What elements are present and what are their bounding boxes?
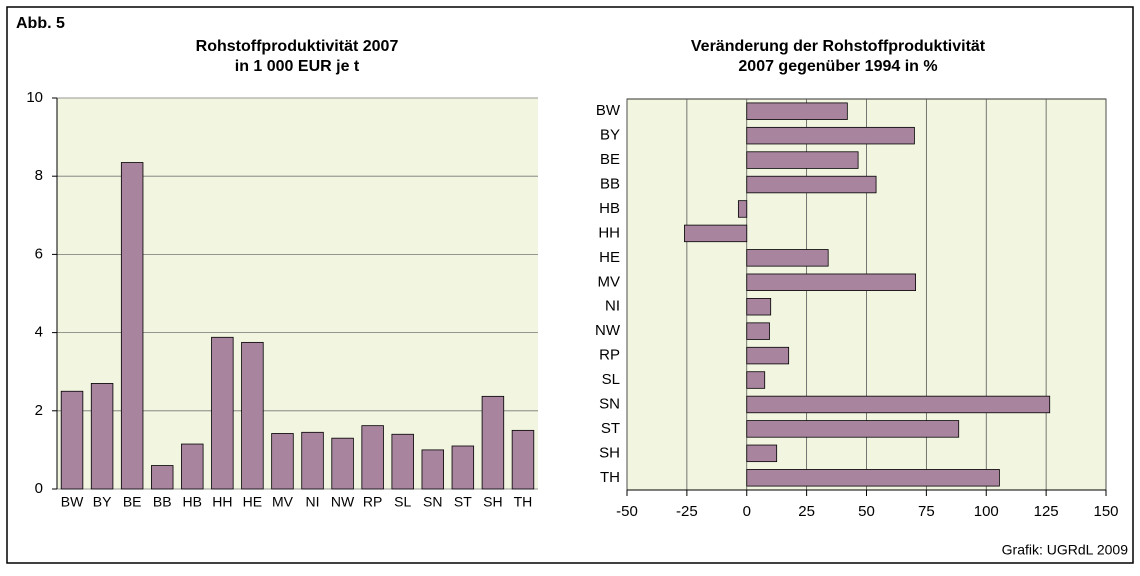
bar xyxy=(451,445,475,490)
y-tick-label: SL xyxy=(602,371,620,388)
x-tick-label: BB xyxy=(153,494,172,510)
x-tick-label: SN xyxy=(423,494,442,510)
y-tick-label: NW xyxy=(595,322,621,339)
y-tick-label: NI xyxy=(605,298,620,315)
chart-title: Veränderung der Rohstoffproduktivität xyxy=(691,38,986,55)
bar xyxy=(181,443,204,490)
bar xyxy=(211,336,234,490)
y-tick-label: TH xyxy=(600,469,620,486)
y-tick-label: HB xyxy=(599,200,620,217)
x-tick-label: BE xyxy=(123,494,142,510)
bar xyxy=(746,298,772,316)
bar xyxy=(271,433,294,490)
x-tick-label: HB xyxy=(183,494,202,510)
bar xyxy=(120,162,144,490)
x-tick-label: NI xyxy=(306,494,320,510)
chart-title: 2007 gegenüber 1994 in % xyxy=(738,58,937,75)
x-tick-label: 50 xyxy=(858,503,875,520)
y-tick-label: 4 xyxy=(35,324,43,341)
bar xyxy=(90,383,114,490)
x-tick-label: ST xyxy=(454,494,472,510)
bar xyxy=(746,249,829,267)
y-tick-label: MV xyxy=(598,273,621,290)
bar xyxy=(331,437,354,490)
x-tick-label: 150 xyxy=(1093,503,1118,520)
x-tick-label: BY xyxy=(93,494,112,510)
y-tick-label: SH xyxy=(599,444,620,461)
bar xyxy=(746,151,859,169)
y-tick-label: SN xyxy=(599,395,620,412)
bar xyxy=(511,429,535,490)
source: Grafik: UGRdL 2009 xyxy=(1002,542,1129,558)
x-tick-label: 25 xyxy=(798,503,815,520)
y-tick-label: 6 xyxy=(35,245,43,262)
y-tick-label: 2 xyxy=(35,402,43,419)
x-tick-label: MV xyxy=(272,494,294,510)
bar xyxy=(746,126,915,145)
y-tick-label: BY xyxy=(600,127,620,144)
bar xyxy=(746,322,770,340)
bar xyxy=(391,433,414,490)
y-tick-label: 8 xyxy=(35,167,43,184)
x-tick-label: -25 xyxy=(676,503,698,520)
bar xyxy=(481,395,505,490)
y-tick-label: BB xyxy=(600,176,620,193)
x-tick-label: 0 xyxy=(743,503,751,520)
bar xyxy=(746,420,960,438)
y-tick-label: RP xyxy=(599,347,620,364)
y-tick-label: BE xyxy=(600,151,620,168)
y-tick-label: HE xyxy=(599,249,620,266)
bar xyxy=(746,273,916,291)
x-tick-label: NW xyxy=(331,494,355,510)
chart-title: in 1 000 EUR je t xyxy=(235,58,360,75)
bar xyxy=(241,341,264,490)
y-tick-label: HH xyxy=(598,224,620,241)
x-tick-label: HE xyxy=(243,494,262,510)
bar xyxy=(421,449,445,490)
x-tick-label: -50 xyxy=(616,503,638,520)
y-tick-label: ST xyxy=(601,420,620,437)
bar xyxy=(150,465,174,490)
x-tick-label: 100 xyxy=(974,503,999,520)
bar xyxy=(746,346,790,365)
y-tick-label: 10 xyxy=(26,89,43,106)
y-tick-label: 0 xyxy=(35,480,43,497)
y-tick-label: BW xyxy=(596,102,621,119)
bar xyxy=(60,390,84,490)
bar xyxy=(746,371,766,389)
bar xyxy=(746,102,848,120)
bar xyxy=(746,175,877,194)
x-tick-label: 125 xyxy=(1034,503,1059,520)
bar xyxy=(746,469,1000,487)
figure-label: Abb. 5 xyxy=(16,15,65,32)
bar xyxy=(737,200,748,218)
bar xyxy=(301,431,324,490)
x-tick-label: HH xyxy=(212,494,232,510)
chart-title: Rohstoffproduktivität 2007 xyxy=(196,38,399,55)
x-tick-label: RP xyxy=(363,494,382,510)
x-tick-label: SH xyxy=(483,494,502,510)
bar xyxy=(361,425,384,490)
bar xyxy=(746,444,778,463)
x-tick-label: TH xyxy=(514,494,533,510)
bar xyxy=(684,224,748,243)
x-tick-label: BW xyxy=(61,494,84,510)
x-tick-label: SL xyxy=(394,494,411,510)
bar xyxy=(746,395,1051,414)
x-tick-label: 75 xyxy=(918,503,935,520)
